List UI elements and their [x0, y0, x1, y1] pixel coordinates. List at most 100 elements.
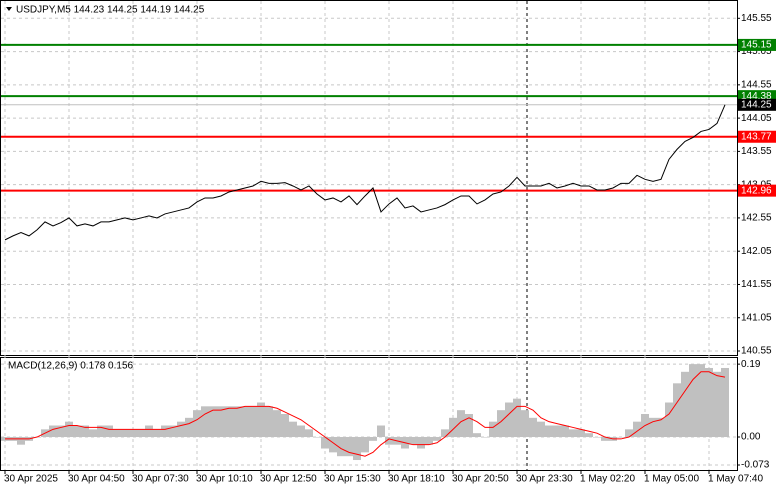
y-tick-label: 142.05	[741, 246, 772, 257]
macd-bar	[313, 437, 321, 438]
macd-bar	[281, 414, 289, 438]
macd-bar	[665, 402, 673, 438]
macd-bar	[129, 429, 137, 438]
x-tick-label: 30 Apr 07:30	[132, 474, 189, 485]
macd-bar	[649, 417, 657, 438]
level-label-bg	[738, 38, 776, 51]
macd-bar	[65, 421, 73, 438]
y-tick-label: 0.00	[741, 432, 761, 443]
macd-bar	[193, 410, 201, 438]
x-tick-label: 1 May 05:00	[644, 474, 699, 485]
macd-bar	[385, 437, 393, 445]
macd-bar	[569, 429, 577, 438]
macd-bar	[617, 437, 625, 438]
macd-bar	[657, 417, 665, 438]
macd-bar	[681, 371, 689, 438]
macd-bar	[121, 429, 129, 438]
macd-bar	[297, 425, 305, 438]
macd-bar	[105, 425, 113, 438]
macd-bar	[185, 417, 193, 438]
macd-bar	[225, 406, 233, 438]
y-tick-label: 140.55	[741, 346, 772, 357]
macd-bar	[521, 410, 529, 438]
macd-bar	[345, 437, 353, 457]
level-label: 145.15	[741, 40, 772, 51]
macd-bar	[713, 371, 721, 438]
price-line	[4, 104, 726, 241]
macd-bar	[689, 364, 697, 438]
macd-bar	[377, 425, 385, 438]
y-tick-label: 143.55	[741, 146, 772, 157]
level-label-bg	[738, 130, 776, 143]
macd-bar	[465, 414, 473, 438]
macd-bar	[577, 429, 585, 438]
macd-bar	[553, 425, 561, 438]
macd-bar	[305, 429, 313, 438]
level-label-bg	[738, 184, 776, 197]
macd-bar	[417, 437, 425, 449]
x-tick-label: 30 Apr 18:10	[388, 474, 445, 485]
macd-bar	[625, 429, 633, 438]
macd-bar	[273, 410, 281, 438]
macd-bar	[169, 425, 177, 438]
macd-bar	[73, 425, 81, 438]
macd-bar	[361, 437, 369, 453]
macd-bar	[561, 425, 569, 438]
x-tick-label: 1 May 07:40	[708, 474, 763, 485]
macd-bar	[145, 425, 153, 438]
macd-bar	[449, 417, 457, 438]
macd-bar	[321, 437, 329, 449]
y-tick-label: 141.05	[741, 312, 772, 323]
macd-bar	[81, 425, 89, 438]
macd-bar	[113, 429, 121, 438]
macd-bar	[497, 410, 505, 438]
y-tick-label: 142.55	[741, 213, 772, 224]
x-tick-label: 30 Apr 10:10	[196, 474, 253, 485]
price-panel	[0, 0, 738, 356]
chart-title: USDJPY,M5 144.23 144.25 144.19 144.25	[16, 5, 205, 16]
macd-bar	[537, 421, 545, 438]
macd-bar	[337, 437, 345, 457]
x-tick-label: 30 Apr 04:50	[68, 474, 125, 485]
x-tick-label: 1 May 02:20	[580, 474, 635, 485]
macd-bar	[705, 367, 713, 438]
macd-bar	[233, 406, 241, 438]
macd-bar	[329, 437, 337, 453]
macd-bar	[545, 425, 553, 438]
macd-bar	[585, 433, 593, 438]
level-label-bg	[738, 98, 776, 111]
macd-bar	[593, 437, 601, 438]
macd-bar	[489, 421, 497, 438]
y-tick-label: 0.19	[741, 359, 761, 370]
macd-bar	[697, 364, 705, 438]
macd-bar	[505, 402, 513, 438]
signal-line	[5, 371, 726, 457]
macd-bar	[249, 406, 257, 438]
macd-bar	[177, 421, 185, 438]
macd-bar	[209, 406, 217, 438]
macd-bar	[369, 437, 377, 441]
x-tick-label: 30 Apr 12:50	[260, 474, 317, 485]
macd-bar	[153, 429, 161, 438]
macd-bar	[473, 433, 481, 438]
macd-bar	[89, 429, 97, 438]
level-label: 144.25	[741, 99, 772, 110]
macd-bar	[57, 425, 65, 438]
macd-bar	[481, 437, 489, 438]
macd-title: MACD(12,26,9) 0.178 0.156	[8, 361, 134, 372]
macd-bar	[137, 429, 145, 438]
x-tick-label: 30 Apr 23:30	[516, 474, 573, 485]
macd-bar	[201, 406, 209, 438]
macd-bar	[161, 425, 169, 438]
y-tick-label: 144.05	[741, 113, 772, 124]
macd-bar	[241, 406, 249, 438]
macd-bar	[97, 425, 105, 438]
macd-bar	[721, 367, 729, 438]
macd-bar	[17, 437, 25, 445]
y-tick-label: 145.55	[741, 13, 772, 24]
x-tick-label: 30 Apr 20:50	[452, 474, 509, 485]
macd-bar	[513, 398, 521, 438]
labels: 145.55145.05144.55144.05143.55143.05142.…	[4, 13, 776, 485]
